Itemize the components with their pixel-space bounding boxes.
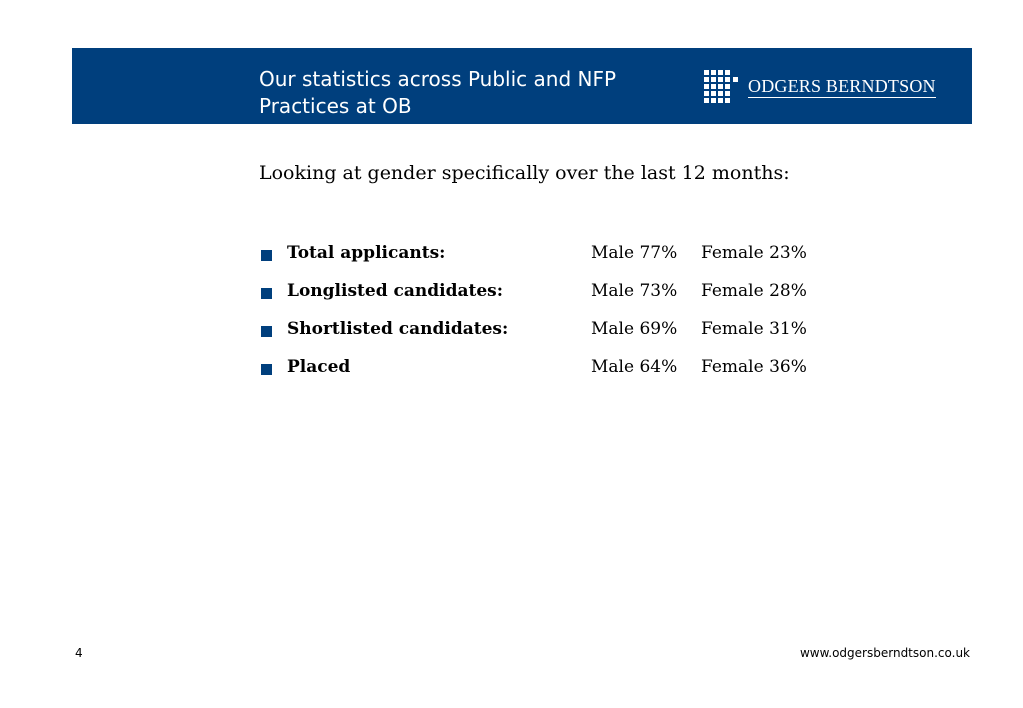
company-logo: ODGERS BERNDTSON <box>704 70 936 104</box>
slide-title: Our statistics across Public and NFP Pra… <box>259 67 617 118</box>
square-bullet-icon <box>261 250 272 261</box>
list-item: Total applicants: Male 77% Female 23% <box>259 240 859 278</box>
logo-wordmark: ODGERS BERNDTSON <box>748 76 936 98</box>
stat-label: Shortlisted candidates: <box>287 319 509 339</box>
stat-male-value: Male 77% <box>591 243 678 263</box>
stat-female-value: Female 23% <box>701 243 807 263</box>
header-band: Our statistics across Public and NFP Pra… <box>72 48 972 124</box>
stat-label: Placed <box>287 357 351 377</box>
list-item: Longlisted candidates: Male 73% Female 2… <box>259 278 859 316</box>
list-item: Placed Male 64% Female 36% <box>259 354 859 392</box>
stat-female-value: Female 36% <box>701 357 807 377</box>
grid-logo-icon <box>704 70 738 103</box>
stat-female-value: Female 28% <box>701 281 807 301</box>
stats-list: Total applicants: Male 77% Female 23% Lo… <box>259 240 859 392</box>
square-bullet-icon <box>261 326 272 337</box>
stat-label: Longlisted candidates: <box>287 281 503 301</box>
stat-female-value: Female 31% <box>701 319 807 339</box>
footer-url: www.odgersberndtson.co.uk <box>799 646 970 660</box>
page-number: 4 <box>75 646 83 660</box>
stat-male-value: Male 73% <box>591 281 678 301</box>
stat-male-value: Male 64% <box>591 357 678 377</box>
intro-text: Looking at gender specifically over the … <box>259 162 790 184</box>
stat-male-value: Male 69% <box>591 319 678 339</box>
square-bullet-icon <box>261 364 272 375</box>
square-bullet-icon <box>261 288 272 299</box>
stat-label: Total applicants: <box>287 243 446 263</box>
list-item: Shortlisted candidates: Male 69% Female … <box>259 316 859 354</box>
